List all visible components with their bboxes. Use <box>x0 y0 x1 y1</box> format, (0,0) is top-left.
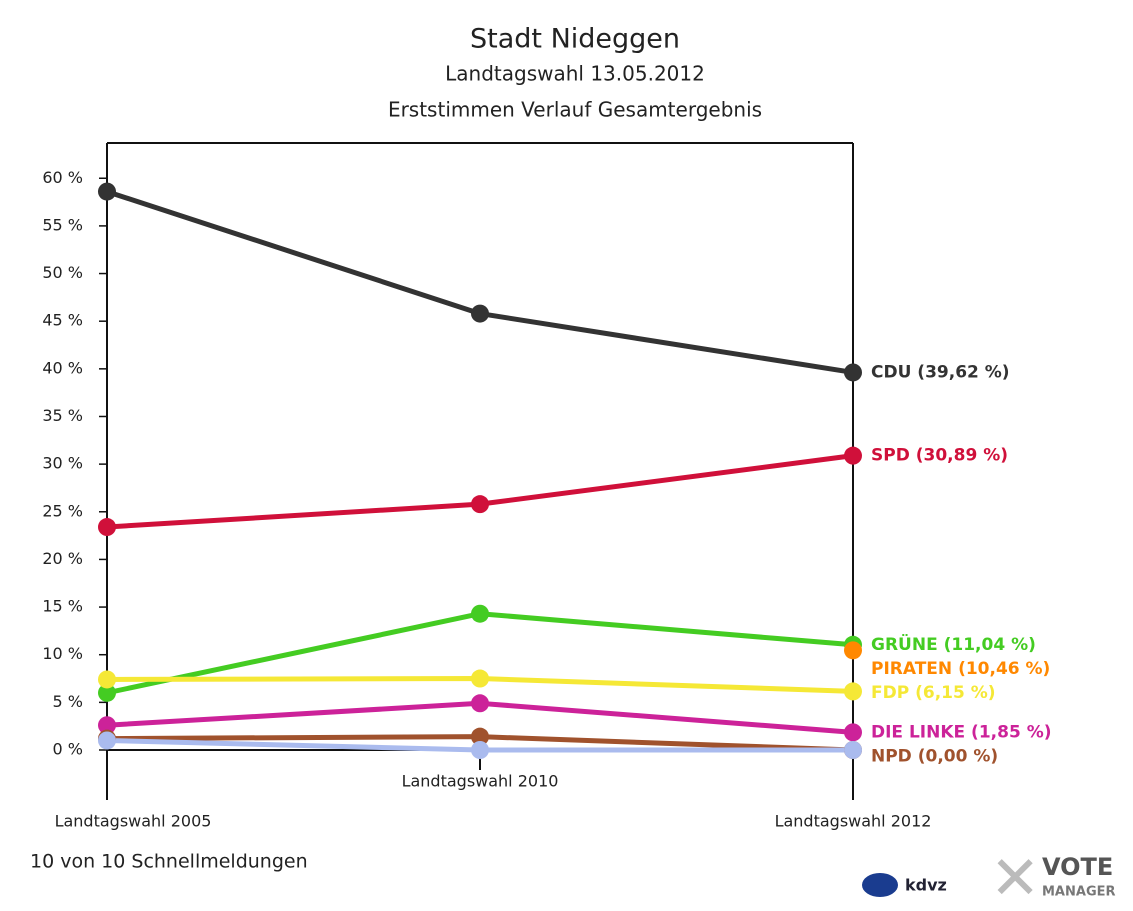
y-tick-label: 60 % <box>42 168 83 187</box>
chart-title: Stadt Nideggen <box>470 24 680 55</box>
logo-shape <box>862 873 898 897</box>
data-point <box>471 604 489 623</box>
series-line <box>106 189 854 375</box>
y-tick-label: 15 % <box>42 597 83 616</box>
logo-text: MANAGER <box>1042 885 1116 900</box>
y-tick-label: 50 % <box>42 263 83 282</box>
end-label: NPD (0,00 %) <box>871 746 998 766</box>
end-label: DIE LINKE (1,85 %) <box>871 722 1052 742</box>
data-point <box>844 741 862 759</box>
x-tick-label: Landtagswahl 2005 <box>55 812 212 831</box>
data-point <box>98 518 116 537</box>
y-tick-label: 40 % <box>42 358 83 377</box>
data-point <box>844 682 862 701</box>
y-tick-label: 5 % <box>53 692 83 711</box>
y-tick-label: 25 % <box>42 501 83 520</box>
subtitle: Erststimmen Verlauf Gesamtergebnis <box>388 98 762 122</box>
data-point <box>98 182 116 201</box>
y-tick-label: 10 % <box>42 644 83 663</box>
y-tick-label: 35 % <box>42 406 83 425</box>
logo-x: ✕ <box>990 844 1040 911</box>
y-tick-label: 30 % <box>42 454 83 473</box>
data-point <box>844 723 862 742</box>
data-point <box>98 716 116 735</box>
data-point <box>98 683 116 702</box>
data-point <box>471 727 489 746</box>
data-point <box>98 731 116 750</box>
end-label: CDU (39,62 %) <box>871 362 1010 382</box>
data-point <box>844 363 862 382</box>
y-tick-label: 55 % <box>42 215 83 234</box>
y-tick-label: 20 % <box>42 549 83 568</box>
subtitle: Landtagswahl 13.05.2012 <box>445 62 705 86</box>
logo-text: kdvz <box>905 876 947 895</box>
data-point <box>471 669 489 688</box>
end-label: FDP (6,15 %) <box>871 683 996 703</box>
data-point <box>471 741 489 759</box>
data-point <box>844 641 862 660</box>
data-point <box>471 304 489 323</box>
y-tick-label: 0 % <box>53 740 83 759</box>
data-point <box>471 694 489 713</box>
series-line <box>106 453 854 530</box>
data-point <box>471 495 489 514</box>
end-label: PIRATEN (10,46 %) <box>871 659 1050 679</box>
x-tick-label: Landtagswahl 2012 <box>775 812 932 831</box>
data-point <box>844 446 862 465</box>
y-tick-label: 45 % <box>42 311 83 330</box>
logo: kdvz ✕ VOTE MANAGER <box>862 844 1116 911</box>
end-label: GRÜNE (11,04 %) <box>871 633 1036 655</box>
logo-text: VOTE <box>1042 853 1113 881</box>
end-label: SPD (30,89 %) <box>871 446 1008 466</box>
x-tick-label: Landtagswahl 2010 <box>402 772 559 791</box>
data-point <box>98 670 116 689</box>
footer: 10 von 10 Schnellmeldungen <box>30 851 308 873</box>
